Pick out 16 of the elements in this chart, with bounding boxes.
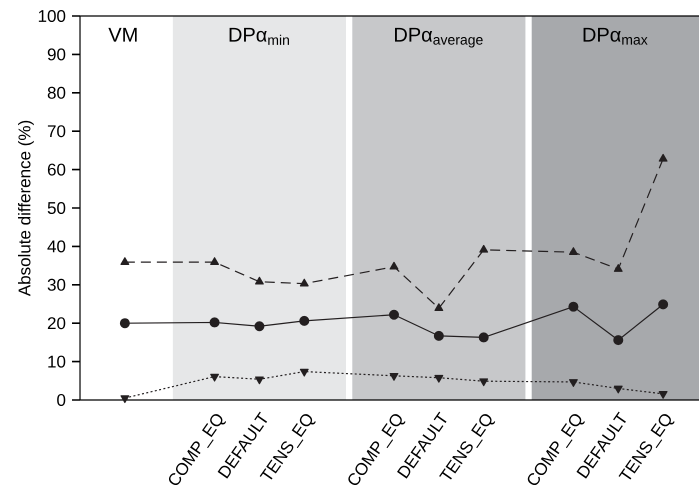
annotation: VM — [108, 28, 137, 42]
y-tick-label: 90 — [48, 48, 66, 60]
y-tick-label: 100 — [38, 10, 66, 22]
y-tick-label: 50 — [48, 202, 66, 214]
annotation: DPα$_{min}$ — [230, 28, 289, 45]
y-tick-label: 40 — [47, 240, 66, 252]
annotation: DPα$_{max}$ — [584, 28, 648, 45]
y-tick-label: 30 — [48, 278, 66, 291]
y-axis-title: Absolute difference (%) — [18, 120, 34, 296]
y-tick-label: 0 — [57, 394, 66, 406]
y-tick-label: 10 — [48, 356, 66, 368]
y-tick-label: 60 — [48, 164, 66, 176]
y-tick-label: 20 — [48, 317, 66, 330]
y-tick-label: 80 — [48, 86, 66, 99]
annotation: DPα$_{average}$ — [395, 28, 483, 48]
y-tick-label: 70 — [48, 125, 66, 138]
